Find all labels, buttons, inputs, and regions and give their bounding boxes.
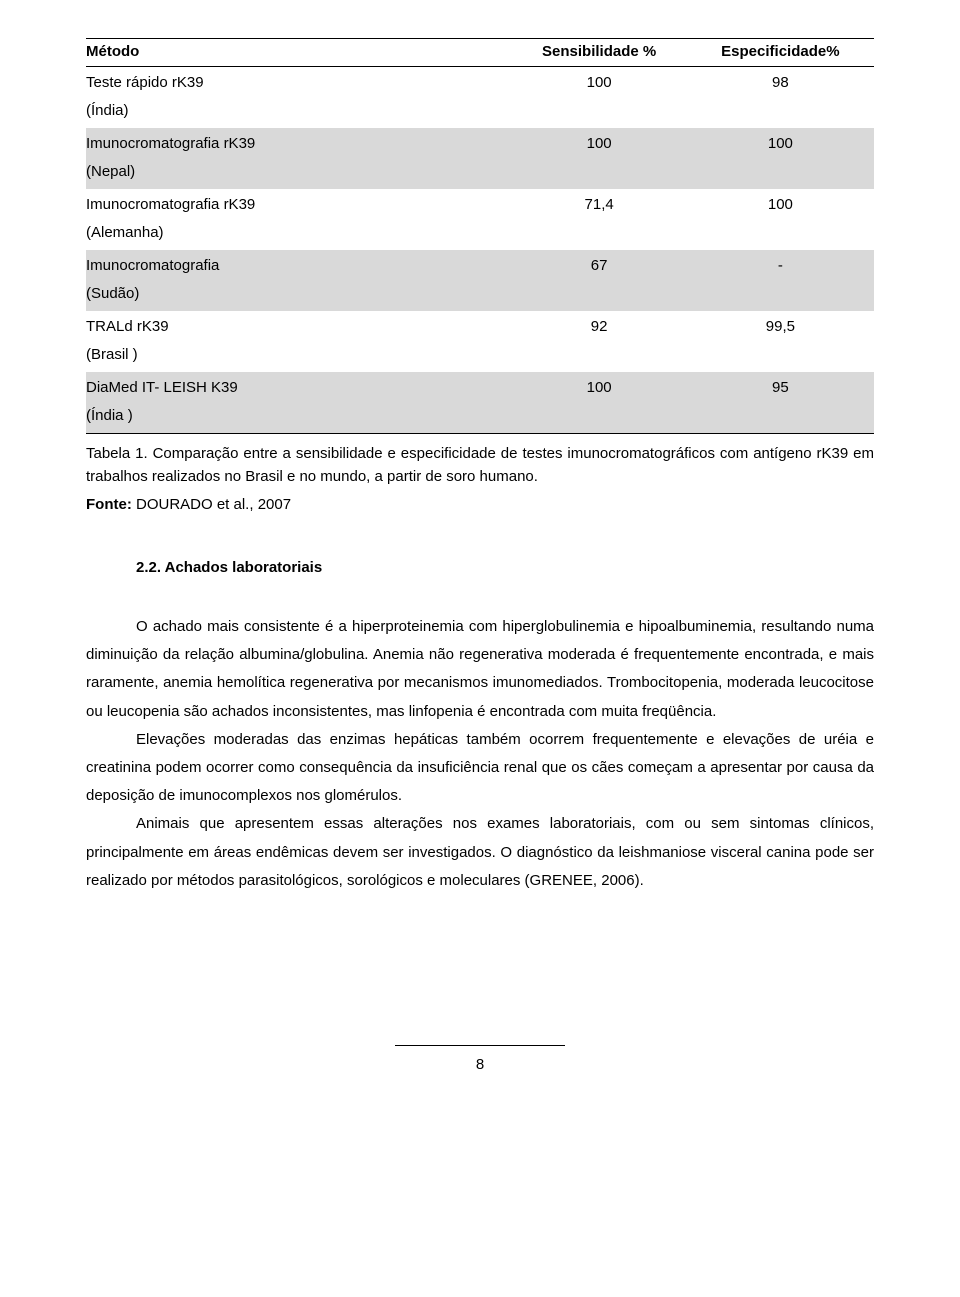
comparison-table: Método Sensibilidade % Especificidade% T… (86, 38, 874, 434)
cell-spec: 100 (693, 189, 874, 250)
page-number: 8 (86, 1054, 874, 1077)
table-row: Imunocromatografia rK39(Nepal)100100 (86, 128, 874, 189)
section-title: 2.2. Achados laboratoriais (136, 557, 874, 580)
body-paragraph: O achado mais consistente é a hiperprote… (86, 613, 874, 726)
col-header-spec: Especificidade% (693, 39, 874, 67)
body-paragraph: Animais que apresentem essas alterações … (86, 810, 874, 895)
table-source: Fonte: DOURADO et al., 2007 (86, 494, 874, 517)
cell-sens: 92 (512, 311, 693, 372)
table-caption: Tabela 1. Comparação entre a sensibilida… (86, 442, 874, 489)
table-row: Imunocromatografia(Sudão)67- (86, 250, 874, 311)
cell-method: Imunocromatografia rK39(Alemanha) (86, 189, 512, 250)
cell-spec: - (693, 250, 874, 311)
col-header-method: Método (86, 39, 512, 67)
table-row: Imunocromatografia rK39(Alemanha)71,4100 (86, 189, 874, 250)
table-body: Teste rápido rK39(Índia)10098Imunocromat… (86, 66, 874, 433)
cell-sens: 67 (512, 250, 693, 311)
body-paragraphs: O achado mais consistente é a hiperprote… (86, 613, 874, 895)
cell-method: Imunocromatografia(Sudão) (86, 250, 512, 311)
source-text: DOURADO et al., 2007 (132, 496, 291, 513)
cell-method: DiaMed IT- LEISH K39(Índia ) (86, 372, 512, 434)
cell-method: Imunocromatografia rK39(Nepal) (86, 128, 512, 189)
cell-sens: 100 (512, 372, 693, 434)
cell-sens: 71,4 (512, 189, 693, 250)
page-footer: 8 (86, 1045, 874, 1077)
body-paragraph: Elevações moderadas das enzimas hepática… (86, 726, 874, 811)
cell-method: Teste rápido rK39(Índia) (86, 66, 512, 128)
col-header-sens: Sensibilidade % (512, 39, 693, 67)
cell-method: TRALd rK39(Brasil ) (86, 311, 512, 372)
table-row: DiaMed IT- LEISH K39(Índia )10095 (86, 372, 874, 434)
source-label: Fonte: (86, 496, 132, 513)
cell-spec: 95 (693, 372, 874, 434)
table-row: Teste rápido rK39(Índia)10098 (86, 66, 874, 128)
table-row: TRALd rK39(Brasil )9299,5 (86, 311, 874, 372)
cell-spec: 99,5 (693, 311, 874, 372)
cell-spec: 98 (693, 66, 874, 128)
cell-sens: 100 (512, 128, 693, 189)
cell-sens: 100 (512, 66, 693, 128)
table-header-row: Método Sensibilidade % Especificidade% (86, 39, 874, 67)
footer-rule (395, 1045, 565, 1046)
cell-spec: 100 (693, 128, 874, 189)
